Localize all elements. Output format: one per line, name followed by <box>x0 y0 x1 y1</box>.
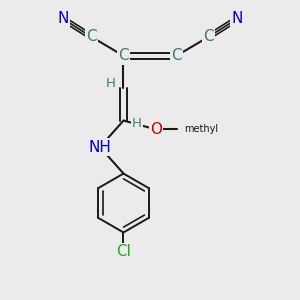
Text: Cl: Cl <box>116 244 131 259</box>
Text: C: C <box>171 48 182 63</box>
Text: C: C <box>118 48 129 63</box>
Text: O: O <box>150 122 162 137</box>
Text: H: H <box>132 117 142 130</box>
Text: C: C <box>86 29 96 44</box>
Text: C: C <box>204 29 214 44</box>
Text: N: N <box>58 11 69 26</box>
Text: methyl: methyl <box>184 124 218 134</box>
Text: H: H <box>105 77 115 90</box>
Text: N: N <box>231 11 242 26</box>
Text: NH: NH <box>88 140 111 154</box>
